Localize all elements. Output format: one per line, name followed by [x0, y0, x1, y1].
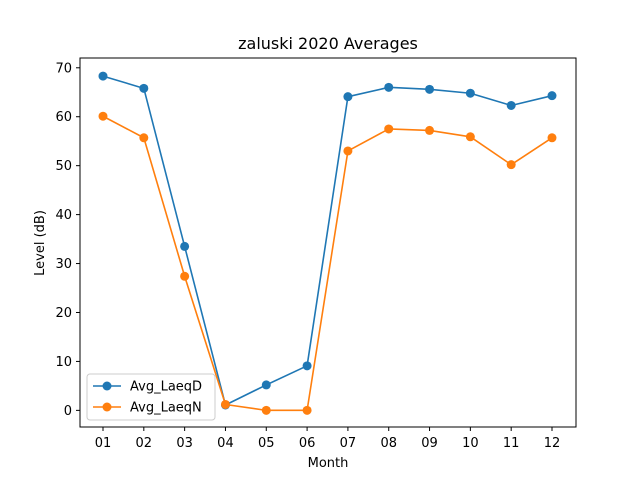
- x-tick-label: 05: [258, 436, 275, 451]
- data-point: [465, 132, 475, 142]
- y-tick-label: 70: [55, 61, 72, 76]
- chart-title: zaluski 2020 Averages: [238, 34, 418, 53]
- data-point: [261, 380, 271, 390]
- x-axis-label: Month: [308, 456, 349, 471]
- legend-label: Avg_LaeqN: [130, 401, 202, 416]
- x-tick-label: 04: [217, 436, 234, 451]
- data-point: [425, 125, 435, 135]
- data-point: [547, 91, 557, 101]
- series-line: [102, 75, 553, 406]
- series-Avg_LaeqN: [98, 111, 557, 415]
- series-Avg_LaeqD: [98, 71, 557, 410]
- x-tick-label: 03: [176, 436, 193, 451]
- data-point: [343, 92, 353, 102]
- data-point: [98, 71, 108, 81]
- legend-label: Avg_LaeqD: [130, 380, 202, 395]
- x-tick-label: 01: [95, 436, 112, 451]
- x-tick-label: 06: [299, 436, 316, 451]
- x-tick-label: 09: [421, 436, 438, 451]
- legend-marker: [102, 381, 112, 391]
- data-point: [180, 271, 190, 281]
- legend-marker: [102, 402, 112, 412]
- data-point: [98, 111, 108, 121]
- data-point: [547, 133, 557, 143]
- data-point: [384, 82, 394, 92]
- x-tick-label: 10: [462, 436, 479, 451]
- data-point: [261, 405, 271, 415]
- y-axis: 0 10 20 30 40 50 60 70: [55, 61, 80, 419]
- y-axis-label: Level (dB): [33, 210, 48, 276]
- y-tick-label: 40: [55, 208, 72, 223]
- x-axis: 01 02 03 04 05 06 07 08 09 10 11 12: [95, 427, 561, 451]
- axes-frame: [79, 57, 577, 428]
- data-point: [220, 399, 230, 409]
- data-point: [465, 88, 475, 98]
- y-tick-label: 20: [55, 306, 72, 321]
- x-tick-label: 12: [544, 436, 561, 451]
- y-tick-label: 30: [55, 257, 72, 272]
- data-point: [506, 160, 516, 170]
- data-point: [425, 84, 435, 94]
- data-point: [302, 405, 312, 415]
- y-tick-label: 10: [55, 355, 72, 370]
- data-point: [343, 146, 353, 156]
- plot-area: [79, 57, 577, 428]
- legend: Avg_LaeqD Avg_LaeqN: [86, 373, 216, 421]
- series-line: [102, 115, 553, 412]
- series-layer: [98, 71, 557, 415]
- y-tick-label: 50: [55, 159, 72, 174]
- x-tick-label: 08: [380, 436, 397, 451]
- data-point: [506, 100, 516, 110]
- y-tick-label: 60: [55, 110, 72, 125]
- y-tick-label: 0: [64, 404, 72, 419]
- x-tick-label: 07: [340, 436, 357, 451]
- data-point: [384, 124, 394, 134]
- data-point: [302, 361, 312, 371]
- x-tick-label: 02: [136, 436, 153, 451]
- data-point: [180, 241, 190, 251]
- data-point: [139, 133, 149, 143]
- x-tick-label: 11: [503, 436, 520, 451]
- data-point: [139, 83, 149, 93]
